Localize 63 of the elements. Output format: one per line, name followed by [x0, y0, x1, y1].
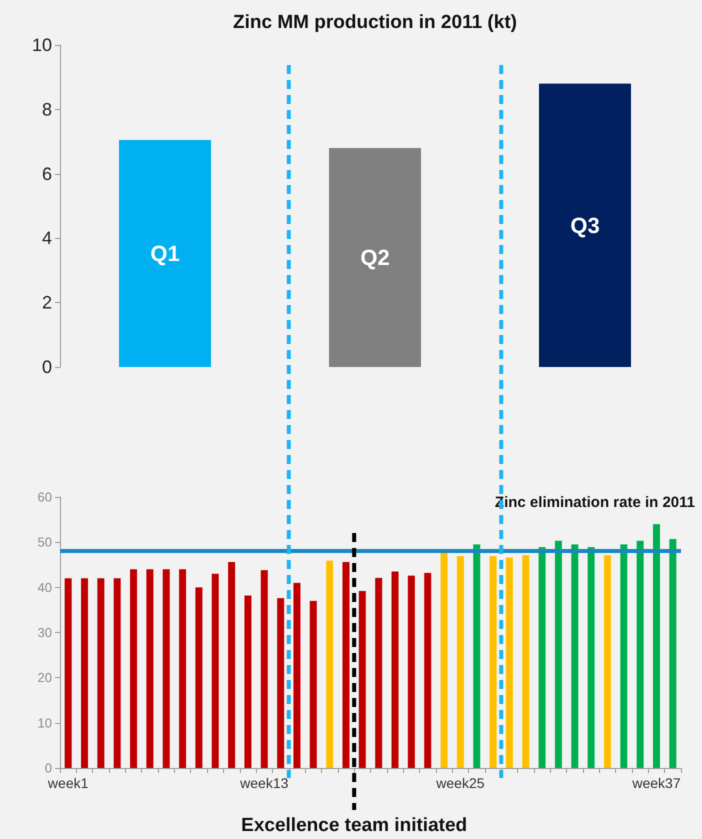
y-tick-label: 10	[32, 35, 52, 55]
bar	[114, 578, 121, 768]
y-tick-label: 4	[42, 228, 52, 248]
x-tick-label: week1	[46, 775, 89, 791]
bar	[244, 595, 252, 768]
bar	[473, 544, 480, 768]
bar	[64, 578, 72, 768]
bar	[310, 600, 317, 768]
bar	[620, 544, 628, 768]
y-tick-label: 30	[38, 625, 52, 640]
bar	[228, 562, 236, 768]
bar	[326, 560, 334, 768]
y-tick-label: 50	[38, 534, 52, 550]
y-tick-label: 20	[38, 670, 52, 686]
bar	[358, 590, 366, 768]
bar	[539, 84, 631, 367]
x-tick-label: week13	[239, 775, 289, 791]
bar	[571, 544, 578, 768]
bar	[329, 148, 421, 367]
bar	[538, 547, 546, 768]
bar	[342, 562, 350, 768]
bar	[506, 558, 513, 768]
bar	[195, 587, 202, 768]
bar	[81, 578, 88, 768]
bar	[119, 140, 211, 367]
y-tick-label: 0	[44, 760, 52, 776]
bar	[522, 555, 530, 768]
y-tick-label: 6	[42, 164, 52, 184]
bar	[652, 524, 660, 768]
chart-title: Zinc MM production in 2011 (kt)	[233, 12, 517, 33]
y-tick-label: 0	[42, 357, 52, 377]
bar	[179, 569, 186, 768]
x-tick-label: week37	[631, 775, 681, 791]
bar	[260, 570, 268, 768]
bar	[456, 556, 464, 768]
bar	[554, 540, 562, 768]
bar	[212, 574, 219, 768]
bar	[636, 540, 644, 768]
bar	[588, 547, 595, 768]
bar	[146, 569, 154, 768]
bar	[490, 556, 497, 768]
x-tick-label: Q3	[570, 212, 600, 238]
bar	[97, 578, 104, 768]
bar	[424, 572, 432, 768]
y-tick-label: 10	[38, 715, 52, 730]
x-tick-label: Q2	[360, 245, 390, 270]
bar	[293, 582, 300, 768]
bar	[375, 578, 382, 768]
bar	[130, 569, 138, 768]
x-tick-label: Q1	[150, 240, 180, 266]
y-tick-label: 60	[38, 490, 52, 504]
bar	[277, 598, 284, 768]
text: Excellence team initiated	[241, 815, 468, 836]
y-tick-label: 8	[42, 99, 52, 120]
bar	[669, 539, 676, 768]
bar	[162, 569, 170, 768]
bar	[604, 555, 611, 768]
bar	[392, 572, 399, 768]
y-tick-label: 40	[38, 580, 52, 595]
y-tick-label: 2	[42, 292, 52, 313]
bar	[408, 576, 415, 768]
bar	[440, 552, 448, 768]
x-tick-label: week25	[435, 775, 485, 791]
